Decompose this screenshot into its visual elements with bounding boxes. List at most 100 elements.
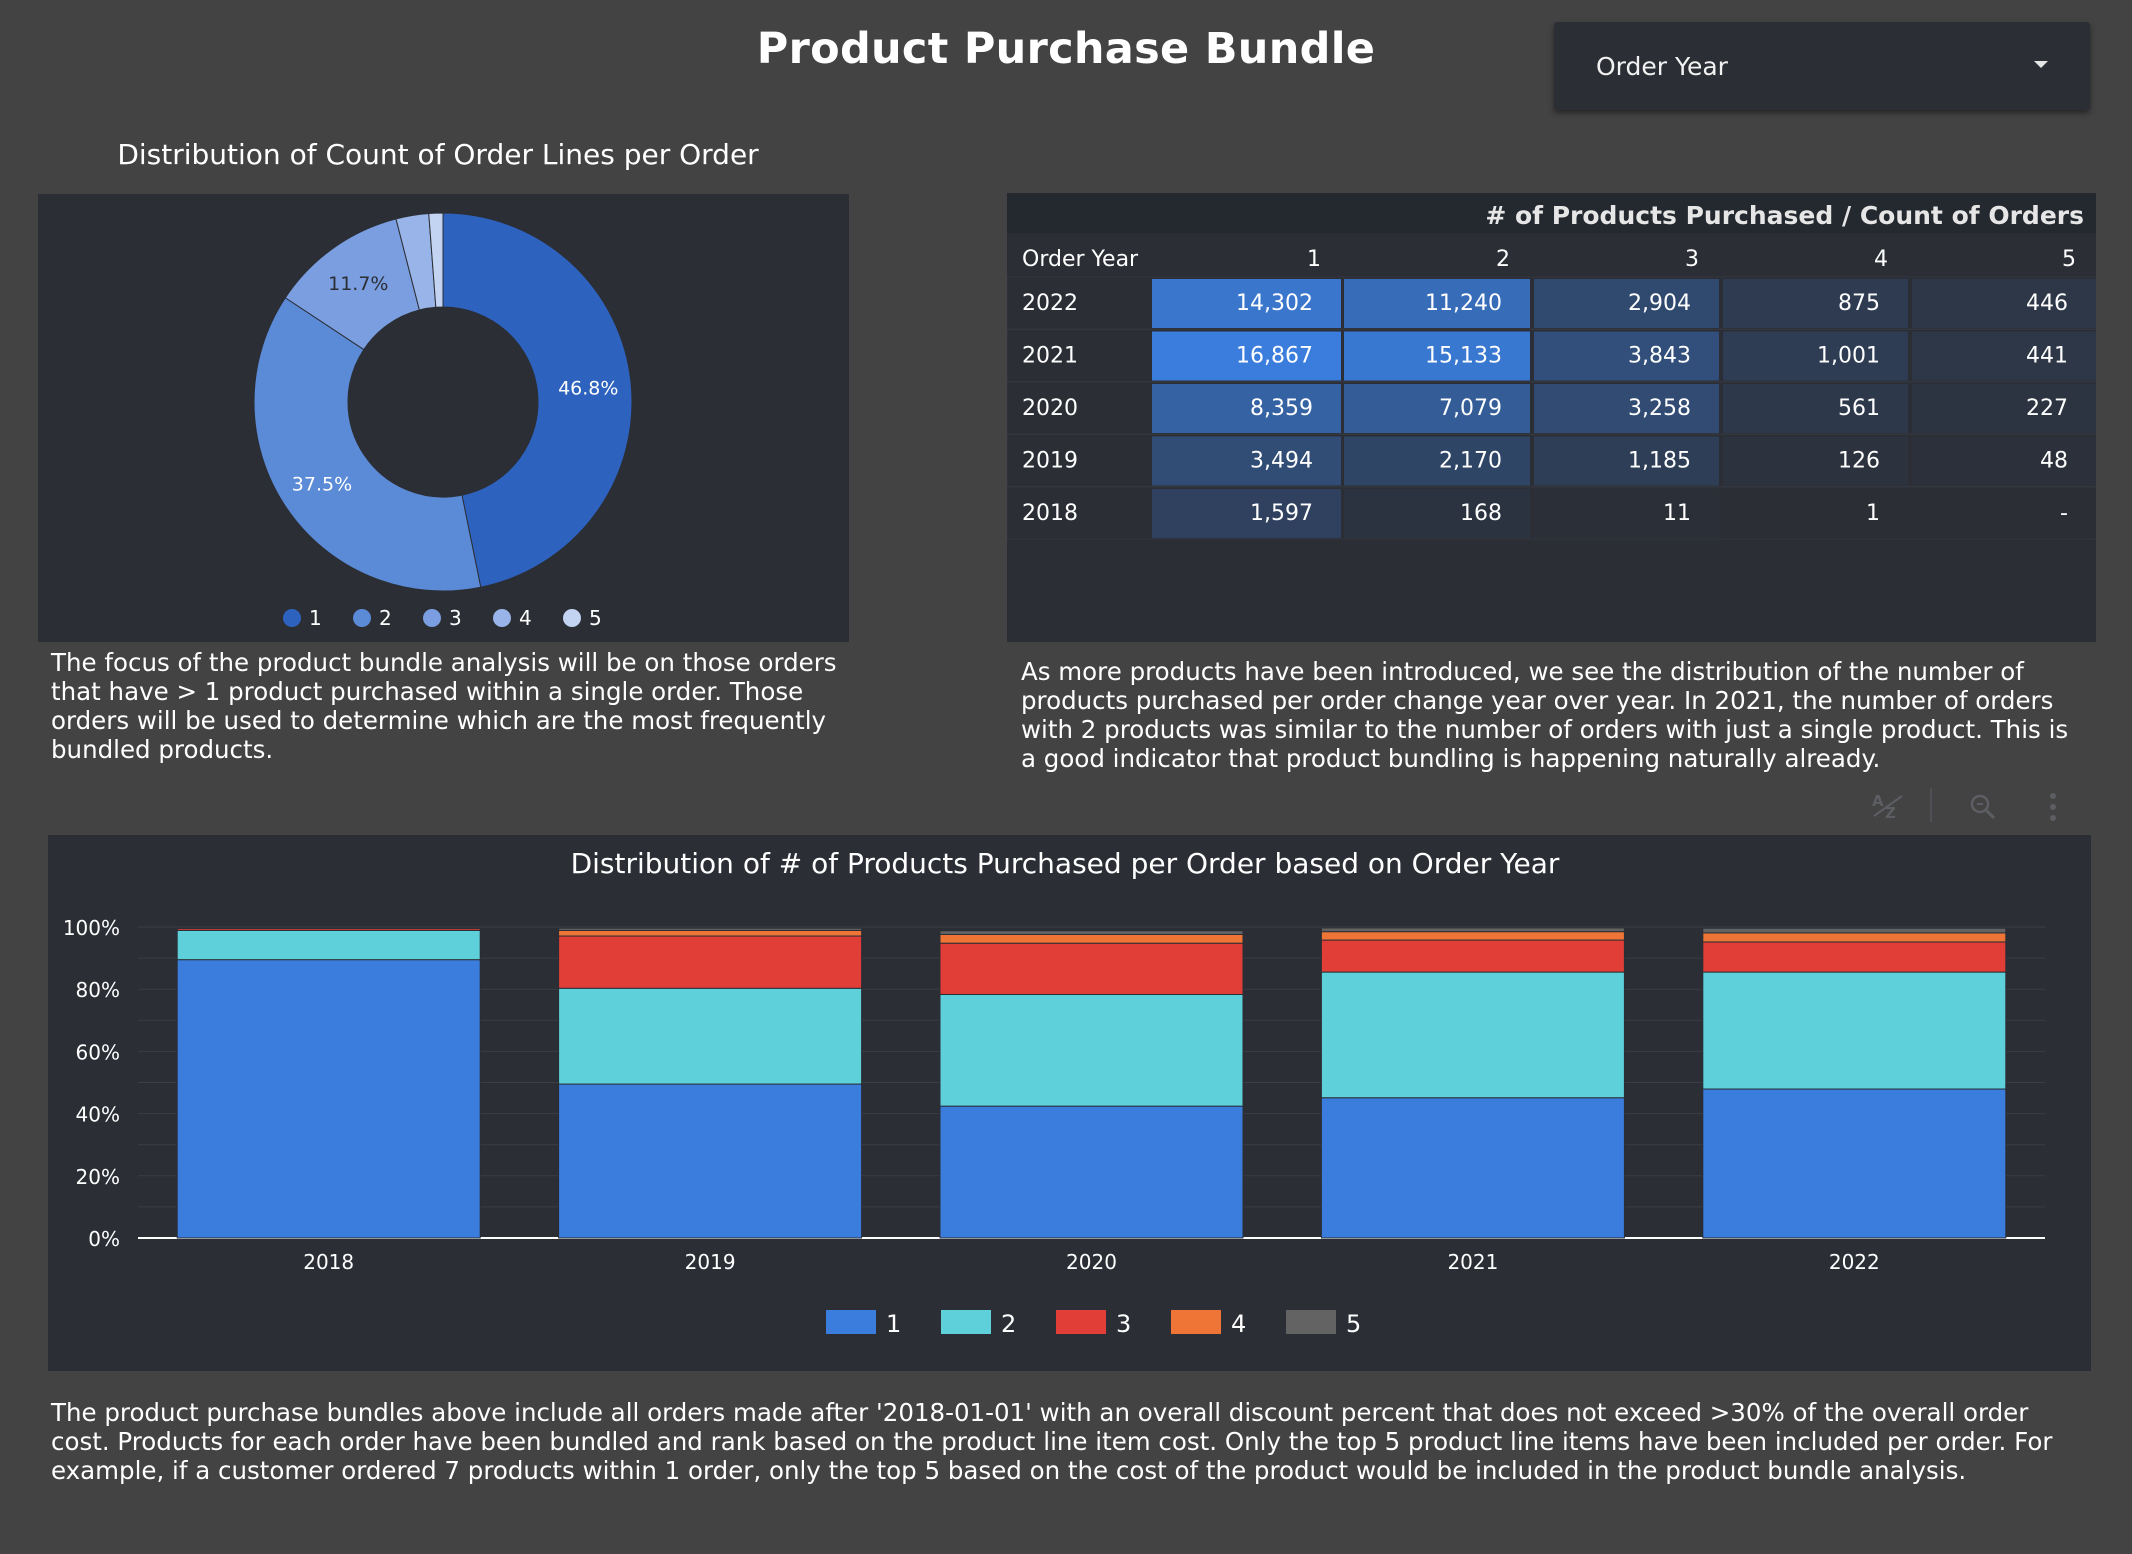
table-cell bbox=[1152, 436, 1341, 486]
bar-2019-series-5[interactable] bbox=[558, 927, 863, 931]
bar-2022-series-3[interactable] bbox=[1702, 941, 2007, 973]
legend-label-5: 5 bbox=[589, 606, 602, 630]
table-cell bbox=[1912, 489, 2096, 538]
bar-2021-series-1[interactable] bbox=[1320, 1097, 1625, 1239]
table-cell-value: 3,494 bbox=[1250, 449, 1313, 474]
sort-az-icon[interactable]: A Z bbox=[1870, 790, 1910, 822]
more-vertical-icon[interactable] bbox=[2046, 790, 2060, 824]
table-cell bbox=[1152, 489, 1341, 538]
table-cell-value: 8,359 bbox=[1250, 396, 1313, 421]
note-left: The focus of the product bundle analysis… bbox=[51, 648, 837, 764]
bar-2021-series-4[interactable] bbox=[1320, 931, 1625, 941]
table-cell-value: 1,001 bbox=[1817, 344, 1880, 369]
table-cell bbox=[1912, 384, 2096, 433]
stacked-bar-chart: 0% 20% 40% 60% 80% 100% 2018 2019 2020 2021 2022 1 2… bbox=[63, 916, 2045, 1338]
table-cell bbox=[1723, 279, 1908, 328]
table-cell bbox=[1912, 436, 2096, 486]
bar-2021-series-5[interactable] bbox=[1320, 927, 1625, 933]
table-title: # of Products Purchased / Count of Order… bbox=[1485, 201, 2084, 230]
bar-2022-series-2[interactable] bbox=[1702, 971, 2007, 1090]
table-col-header-3: 3 bbox=[1685, 247, 1699, 272]
table-cell-value: 3,258 bbox=[1628, 396, 1691, 421]
table-cell bbox=[1344, 331, 1530, 381]
y-tick-label: 80% bbox=[76, 978, 120, 1002]
y-tick-label: 100% bbox=[63, 916, 120, 940]
table-row-year: 2018 bbox=[1022, 501, 1078, 526]
legend-label-4: 4 bbox=[1231, 1310, 1246, 1338]
table-cell-value: 3,843 bbox=[1628, 344, 1691, 369]
legend-label-3: 3 bbox=[1116, 1310, 1131, 1338]
table-col-header-2: 2 bbox=[1496, 247, 1510, 272]
donut-chart-panel: 46.8% 37.5% 11.7% 1 2 3 4 5 bbox=[38, 194, 849, 642]
table-cell-value: 441 bbox=[2026, 344, 2068, 369]
bar-2020-series-2[interactable] bbox=[939, 993, 1244, 1107]
donut-slice-1[interactable] bbox=[442, 212, 633, 588]
table-cell-value: 1,597 bbox=[1250, 501, 1313, 526]
table-row-year: 2020 bbox=[1022, 396, 1078, 421]
zoom-icon[interactable] bbox=[1968, 792, 1998, 822]
donut-slice-5[interactable] bbox=[428, 212, 444, 308]
chevron-down-icon[interactable] bbox=[2034, 61, 2048, 68]
table-col-header-4: 4 bbox=[1874, 247, 1888, 272]
table-cell-value: 875 bbox=[1838, 291, 1880, 316]
bar-2020-series-4[interactable] bbox=[939, 933, 1244, 944]
table-cell-value: 446 bbox=[2026, 291, 2068, 316]
donut-slice-2[interactable] bbox=[253, 297, 482, 592]
y-tick-label: 40% bbox=[76, 1103, 120, 1127]
bar-2022-series-5[interactable] bbox=[1702, 927, 2007, 934]
bar-2021-series-3[interactable] bbox=[1320, 939, 1625, 973]
bar-2019-series-4[interactable] bbox=[558, 929, 863, 937]
table-cell bbox=[1152, 331, 1341, 381]
table-cell-value: 11 bbox=[1663, 501, 1691, 526]
order-year-filter-label: Order Year bbox=[1596, 51, 1728, 81]
legend-swatch-2 bbox=[941, 1310, 991, 1334]
bar-2019-series-3[interactable] bbox=[558, 935, 863, 989]
bar-2022-series-4[interactable] bbox=[1702, 932, 2007, 943]
svg-text:A: A bbox=[1872, 792, 1884, 810]
table-cell bbox=[1152, 384, 1341, 433]
bar-2020-series-5[interactable] bbox=[939, 930, 1244, 935]
legend-swatch-5 bbox=[1286, 1310, 1336, 1334]
legend-label-3: 3 bbox=[449, 606, 462, 630]
table-cell-value: 1,185 bbox=[1628, 449, 1691, 474]
table-cell-value: 2,904 bbox=[1628, 291, 1691, 316]
table-cell bbox=[1534, 489, 1719, 538]
legend-dot-4 bbox=[493, 609, 511, 627]
bar-2022-series-1[interactable] bbox=[1702, 1088, 2007, 1239]
toolbar-divider bbox=[1930, 788, 1932, 822]
table-cell-value: 11,240 bbox=[1425, 291, 1502, 316]
donut-data-label: 11.7% bbox=[328, 273, 388, 295]
donut-data-label: 37.5% bbox=[292, 474, 352, 496]
table-cell-value: 126 bbox=[1838, 449, 1880, 474]
legend-label-1: 1 bbox=[886, 1310, 901, 1338]
legend-swatch-3 bbox=[1056, 1310, 1106, 1334]
legend-swatch-4 bbox=[1171, 1310, 1221, 1334]
order-year-filter[interactable]: Order Year bbox=[1554, 22, 2090, 110]
table-cell-value: 14,302 bbox=[1236, 291, 1313, 316]
table-cell-value: 15,133 bbox=[1425, 344, 1502, 369]
bar-2020-series-3[interactable] bbox=[939, 942, 1244, 995]
bar-2019-series-1[interactable] bbox=[558, 1083, 863, 1239]
bar-chart-title: Distribution of # of Products Purchased … bbox=[570, 847, 1560, 880]
y-tick-label: 20% bbox=[76, 1165, 120, 1189]
legend-label-2: 2 bbox=[1001, 1310, 1016, 1338]
bar-2021-series-2[interactable] bbox=[1320, 971, 1625, 1099]
table-title-bar bbox=[1007, 193, 2096, 233]
table-cell-value: 48 bbox=[2040, 449, 2068, 474]
chart-toolbar: A Z bbox=[1860, 788, 2080, 824]
donut-chart: 46.8% 37.5% 11.7% 1 2 3 4 5 bbox=[253, 212, 633, 630]
table-cell bbox=[1534, 279, 1719, 328]
table-row-year: 2021 bbox=[1022, 344, 1078, 369]
y-tick-label: 0% bbox=[88, 1227, 120, 1251]
legend-label-1: 1 bbox=[309, 606, 322, 630]
table-row-header: Order Year bbox=[1022, 247, 1139, 272]
x-tick-label: 2021 bbox=[1447, 1250, 1498, 1274]
bar-2019-series-2[interactable] bbox=[558, 987, 863, 1085]
bar-2018-series-1[interactable] bbox=[176, 959, 481, 1239]
bar-2018-series-2[interactable] bbox=[176, 929, 481, 961]
note-bottom: The product purchase bundles above inclu… bbox=[51, 1398, 2053, 1485]
pivot-table: # of Products Purchased / Count of Order… bbox=[1006, 193, 2097, 540]
table-cell bbox=[1534, 436, 1719, 486]
bar-2020-series-1[interactable] bbox=[939, 1105, 1244, 1239]
table-header-row bbox=[1007, 233, 2096, 276]
